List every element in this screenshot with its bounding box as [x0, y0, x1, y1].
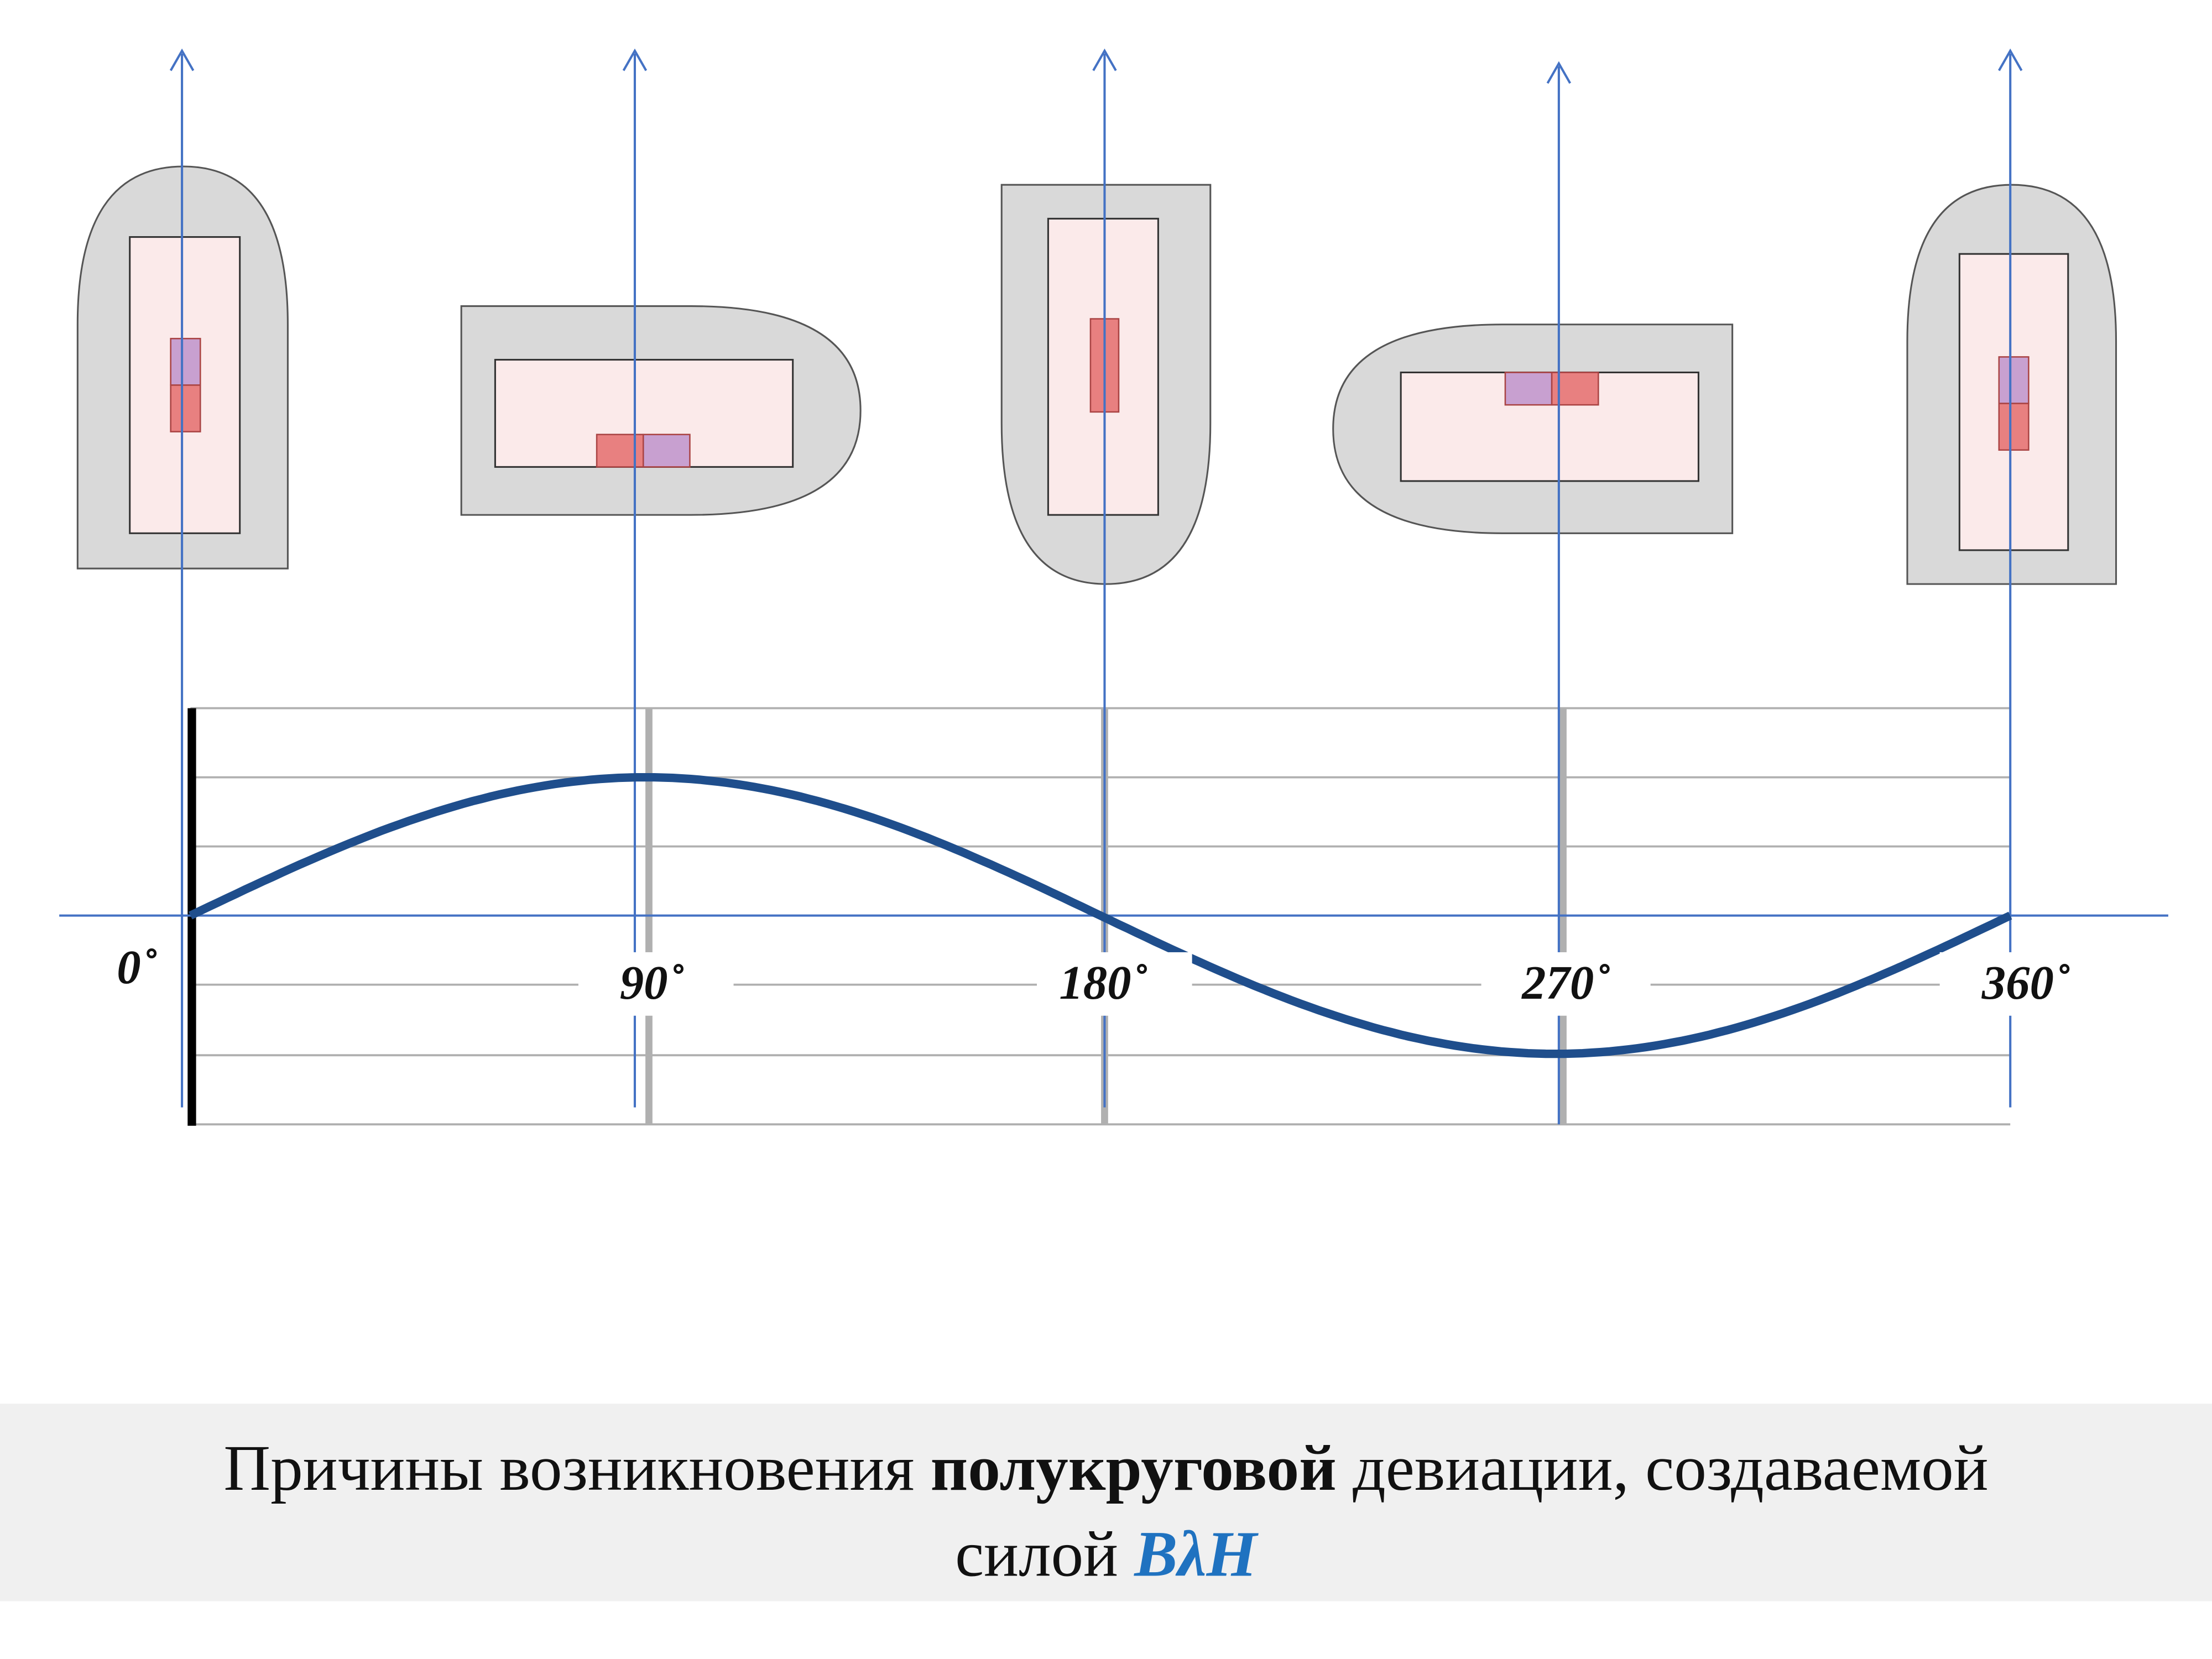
caption-text: девиации, создаваемой: [1353, 1432, 1989, 1504]
caption-formula: BλH: [1133, 1518, 1259, 1590]
degree-label: 0˚: [117, 941, 156, 994]
caption-band: [0, 1404, 2212, 1601]
axes: [59, 48, 2168, 1125]
degree-label: 180˚: [1059, 956, 1147, 1009]
caption-text: Причины возникновения: [223, 1432, 914, 1504]
caption-line: силой BλH: [955, 1518, 1259, 1590]
deviation-curve: [189, 773, 2012, 1058]
caption-bold: полукруговой: [931, 1432, 1337, 1504]
ship-270: [1332, 324, 1734, 534]
ship-360: [1906, 184, 2117, 585]
ship-90: [460, 305, 862, 516]
degree-label: 360˚: [1981, 956, 2070, 1009]
caption-line: Причины возникновения полукруговой девиа…: [223, 1432, 1988, 1504]
caption-text: силой: [955, 1518, 1118, 1590]
degree-label: 270˚: [1521, 956, 1610, 1009]
degree-label: 90˚: [620, 956, 684, 1009]
ship-180: [1000, 184, 1212, 585]
